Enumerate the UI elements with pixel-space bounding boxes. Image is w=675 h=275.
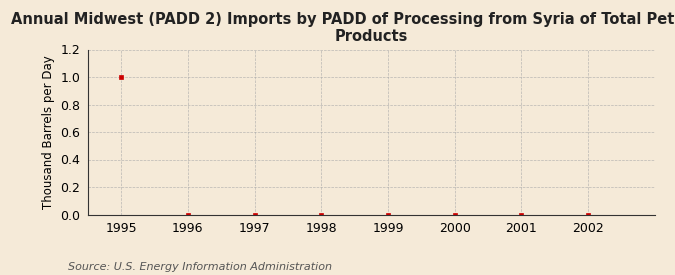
Y-axis label: Thousand Barrels per Day: Thousand Barrels per Day [42, 55, 55, 209]
Text: Source: U.S. Energy Information Administration: Source: U.S. Energy Information Administ… [68, 262, 331, 272]
Title: Annual Midwest (PADD 2) Imports by PADD of Processing from Syria of Total Petrol: Annual Midwest (PADD 2) Imports by PADD … [11, 12, 675, 44]
